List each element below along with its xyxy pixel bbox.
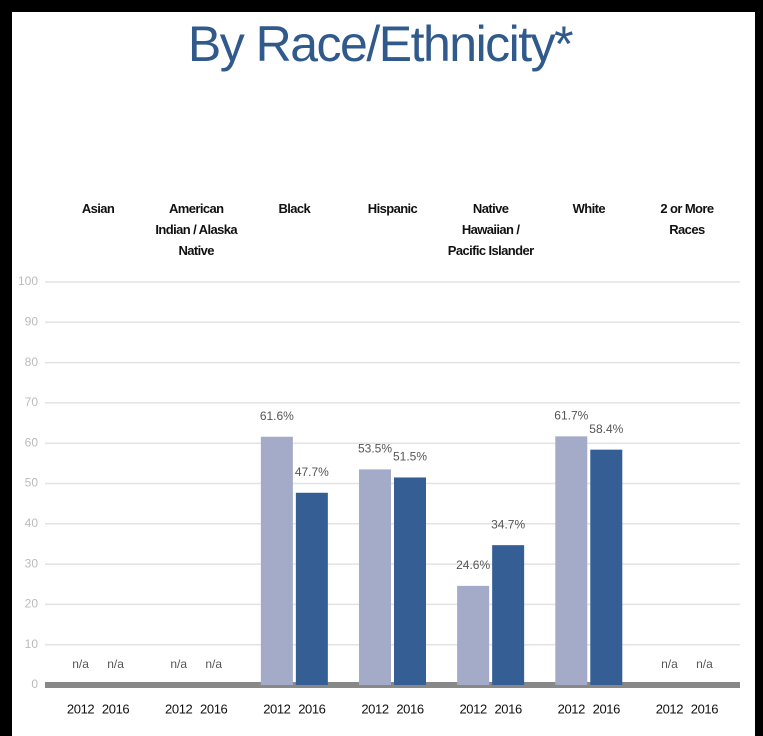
category-label: American Indian / Alaska Native <box>155 201 238 258</box>
value-label: n/a <box>696 657 713 671</box>
category-label: Black <box>279 201 312 216</box>
y-tick-label: 0 <box>31 677 38 691</box>
bar <box>555 436 588 685</box>
x-series-label: 2016 <box>200 701 227 716</box>
category-label: Hispanic <box>368 201 418 216</box>
y-tick-label: 90 <box>25 314 39 328</box>
x-series-label: 2016 <box>396 701 423 716</box>
x-series-label: 2012 <box>263 701 290 716</box>
value-label: 58.4% <box>589 422 623 436</box>
y-tick-label: 20 <box>25 597 39 611</box>
category-label: Asian <box>82 201 115 216</box>
y-tick-label: 40 <box>25 516 39 530</box>
y-tick-label: 60 <box>25 435 39 449</box>
y-tick-label: 70 <box>25 395 39 409</box>
y-tick-label: 100 <box>18 274 38 288</box>
value-label: 24.6% <box>456 558 490 572</box>
bar <box>457 585 490 685</box>
frame-right <box>755 0 763 736</box>
x-series-label: 2016 <box>494 701 521 716</box>
y-tick-label: 50 <box>25 476 39 490</box>
chart-title: By Race/Ethnicity* <box>188 16 573 72</box>
value-label: 61.6% <box>260 409 294 423</box>
x-series-label: 2016 <box>102 701 129 716</box>
frame-left <box>0 0 12 736</box>
x-series-label: 2012 <box>459 701 486 716</box>
category-label: White <box>573 201 606 216</box>
value-label: 53.5% <box>358 442 392 456</box>
bar <box>590 449 623 685</box>
y-tick-label: 30 <box>25 556 39 570</box>
value-label: n/a <box>661 657 678 671</box>
value-label: n/a <box>205 657 222 671</box>
value-label: 51.5% <box>393 450 427 464</box>
category-label: Native Hawaiian / Pacific Islander <box>448 201 534 258</box>
value-label: n/a <box>107 657 124 671</box>
bar <box>394 477 426 685</box>
bar <box>260 436 293 685</box>
x-series-label: 2012 <box>67 701 94 716</box>
x-series-label: 2016 <box>691 701 718 716</box>
value-label: 47.7% <box>295 465 329 479</box>
y-tick-label: 80 <box>25 355 39 369</box>
value-label: 34.7% <box>491 517 525 531</box>
bar <box>295 492 328 685</box>
x-series-label: 2012 <box>558 701 585 716</box>
y-tick-label: 10 <box>25 637 39 651</box>
value-label: n/a <box>170 657 187 671</box>
category-label: 2 or More Races <box>660 201 713 237</box>
bar <box>492 545 525 685</box>
value-label: n/a <box>72 657 89 671</box>
x-series-label: 2012 <box>656 701 683 716</box>
frame-top <box>0 0 763 12</box>
value-label: 61.7% <box>554 409 588 423</box>
x-series-label: 2016 <box>593 701 620 716</box>
x-series-label: 2012 <box>165 701 192 716</box>
bar <box>359 469 391 685</box>
x-series-label: 2012 <box>361 701 388 716</box>
x-series-label: 2016 <box>298 701 325 716</box>
